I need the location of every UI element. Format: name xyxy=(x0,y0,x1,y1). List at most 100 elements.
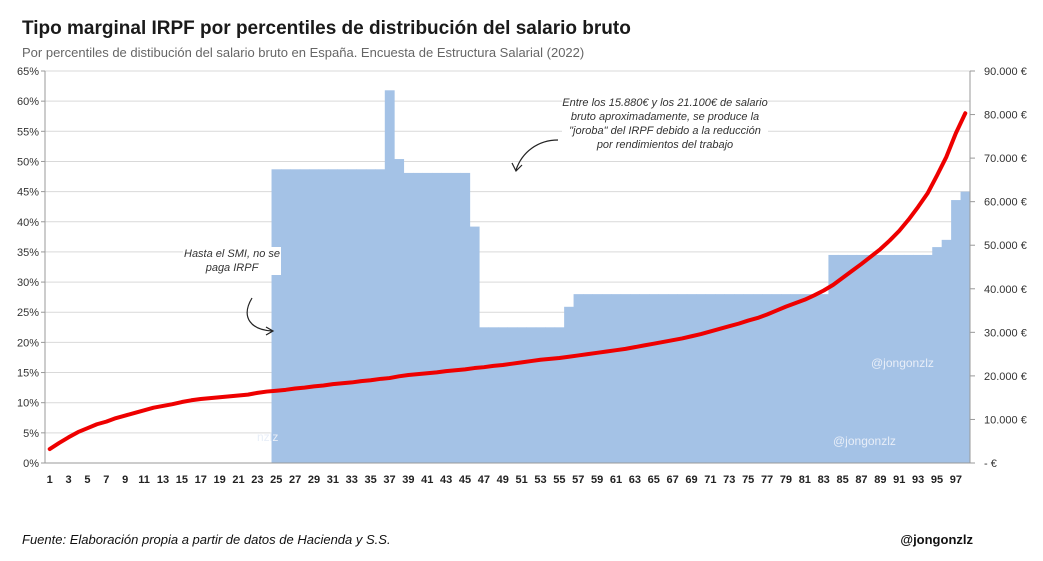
y-right-tick-label: 30.000 € xyxy=(984,327,1027,339)
bar xyxy=(639,294,650,463)
watermark: @jongonzlz xyxy=(871,356,934,370)
x-tick-label: 19 xyxy=(213,474,225,486)
bar xyxy=(545,327,556,463)
y-right-tick-label: 50.000 € xyxy=(984,240,1027,252)
y-left-tick-label: 65% xyxy=(17,66,39,78)
annotation-arrows xyxy=(246,139,559,336)
y-right-tick-label: 80.000 € xyxy=(984,110,1027,122)
bar xyxy=(705,294,716,463)
bar xyxy=(441,172,452,464)
bar xyxy=(318,169,329,464)
x-tick-label: 59 xyxy=(591,474,603,486)
bar xyxy=(856,254,867,463)
y-left-tick-label: 25% xyxy=(17,307,39,319)
bar xyxy=(771,294,782,463)
y-left-tick-label: 15% xyxy=(17,368,39,380)
x-tick-label: 7 xyxy=(103,474,109,486)
annotation-smi: Hasta el SMI, no se paga IRPF xyxy=(183,247,281,275)
salary-line xyxy=(47,111,968,452)
bar xyxy=(724,294,735,463)
x-tick-label: 27 xyxy=(289,474,301,486)
arrow-smi-head xyxy=(265,326,275,336)
bar xyxy=(818,294,829,463)
x-tick-label: 53 xyxy=(534,474,546,486)
x-tick-label: 25 xyxy=(270,474,282,486)
arrow-joroba xyxy=(515,139,559,171)
bar xyxy=(498,327,508,463)
bar xyxy=(715,294,725,463)
bar xyxy=(573,294,584,463)
bar xyxy=(384,90,395,464)
arrow-smi xyxy=(246,297,273,332)
x-tick-label: 45 xyxy=(459,474,471,486)
bar xyxy=(309,169,320,464)
chart-title: Tipo marginal IRPF por percentiles de di… xyxy=(22,18,631,39)
bar xyxy=(800,294,810,463)
x-tick-label: 33 xyxy=(346,474,358,486)
x-tick-label: 11 xyxy=(138,474,150,486)
bar xyxy=(394,159,405,464)
x-tick-label: 55 xyxy=(553,474,565,486)
bar xyxy=(431,172,442,464)
y-left-tick-label: 60% xyxy=(17,96,39,108)
x-tick-label: 47 xyxy=(478,474,490,486)
bar xyxy=(592,294,603,463)
y-left-tick-label: 30% xyxy=(17,277,39,289)
watermark: nzlz xyxy=(257,430,279,444)
bar xyxy=(781,294,792,463)
bar xyxy=(516,327,527,463)
x-tick-label: 37 xyxy=(383,474,395,486)
x-tick-label: 1 xyxy=(47,474,53,486)
bar xyxy=(450,172,461,464)
bar xyxy=(507,327,518,463)
x-tick-label: 41 xyxy=(421,474,433,486)
x-tick-label: 17 xyxy=(195,474,207,486)
source-note: Fuente: Elaboración propia a partir de d… xyxy=(22,532,391,547)
bar xyxy=(299,169,310,464)
bar xyxy=(960,191,971,463)
bar xyxy=(847,254,858,463)
x-tick-label: 49 xyxy=(497,474,509,486)
bar xyxy=(488,327,499,463)
y-right-tick-label: 20.000 € xyxy=(984,371,1027,383)
bar xyxy=(601,294,612,463)
bar xyxy=(696,294,707,463)
y-left-tick-label: 0% xyxy=(23,458,39,470)
bar xyxy=(932,247,943,463)
y-left-tick-label: 20% xyxy=(17,337,39,349)
x-tick-label: 77 xyxy=(761,474,773,486)
bar xyxy=(743,294,754,463)
axes: 0% 5% 10% 15% 20% 25% 30% 35% 40% 45% 50% 55% 60% 65%… xyxy=(17,66,1027,486)
bar xyxy=(677,294,688,463)
bar xyxy=(941,239,952,463)
bar xyxy=(875,254,886,463)
x-tick-label: 63 xyxy=(629,474,641,486)
bar xyxy=(564,306,574,463)
x-tick-label: 51 xyxy=(516,474,528,486)
bar xyxy=(752,294,763,463)
bar xyxy=(762,294,773,463)
x-tick-label: 61 xyxy=(610,474,622,486)
y-left-tick-label: 5% xyxy=(23,428,39,440)
bar xyxy=(403,172,414,464)
bar xyxy=(922,254,933,463)
bar xyxy=(649,294,659,463)
x-tick-label: 95 xyxy=(931,474,943,486)
x-tick-label: 9 xyxy=(122,474,128,486)
x-tick-label: 21 xyxy=(232,474,244,486)
bar xyxy=(790,294,801,463)
y-left-tick-label: 35% xyxy=(17,247,39,259)
bar xyxy=(583,294,593,463)
x-tick-label: 75 xyxy=(742,474,754,486)
y-right-tick-label: 60.000 € xyxy=(984,197,1027,209)
x-tick-label: 13 xyxy=(157,474,169,486)
bar-series xyxy=(271,90,971,464)
x-tick-label: 15 xyxy=(176,474,188,486)
y-left-tick-label: 45% xyxy=(17,187,39,199)
y-left-tick-label: 55% xyxy=(17,126,39,138)
bar xyxy=(894,254,905,463)
bar xyxy=(658,294,669,463)
x-tick-label: 87 xyxy=(855,474,867,486)
bar xyxy=(620,294,631,463)
bar xyxy=(837,254,848,463)
